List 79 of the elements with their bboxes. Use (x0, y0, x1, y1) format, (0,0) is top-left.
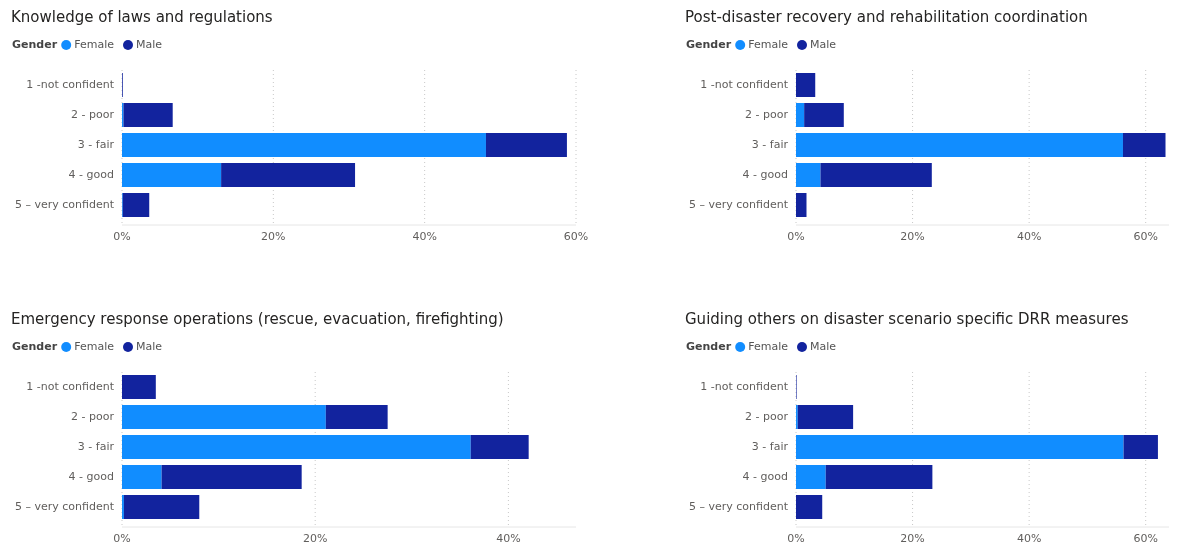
bar (796, 163, 821, 187)
bar (796, 103, 805, 127)
legend-label: Female (748, 340, 789, 353)
x-tick-label: 20% (900, 532, 925, 545)
x-tick-label: 0% (113, 230, 131, 243)
bar (122, 435, 471, 459)
x-tick-label: 60% (1133, 532, 1158, 545)
bar (825, 465, 933, 489)
y-tick-label: 2 - poor (745, 410, 789, 423)
x-tick-label: 40% (1016, 532, 1042, 545)
bar (804, 103, 844, 127)
bar (797, 405, 854, 429)
bar (122, 133, 486, 157)
bar (122, 375, 156, 399)
chart-title: Post-disaster recovery and rehabilitation coordination (685, 8, 1088, 26)
x-tick-label: 0% (113, 532, 131, 545)
y-tick-label: 3 - fair (751, 440, 789, 453)
x-tick-label: 20% (900, 230, 925, 243)
y-tick-label: 1 -not confident (26, 380, 115, 393)
x-tick-label: 20% (302, 532, 328, 545)
y-tick-label: 3 - fair (751, 138, 789, 151)
x-tick-label: 0% (787, 532, 805, 545)
bar (470, 435, 529, 459)
bar (325, 405, 388, 429)
y-tick-label: 2 - poor (745, 108, 789, 121)
chart-title: Knowledge of laws and regulations (11, 8, 273, 26)
bar (123, 495, 200, 519)
bar (122, 193, 150, 217)
bar (122, 465, 162, 489)
legend-title: Gender (686, 340, 732, 353)
x-tick-label: 60% (1133, 230, 1158, 243)
bar (122, 405, 326, 429)
bar (796, 435, 1124, 459)
bar (796, 73, 816, 97)
legend-title: Gender (686, 38, 732, 51)
bar (796, 465, 826, 489)
legend-title: Gender (12, 340, 58, 353)
bar (123, 103, 173, 127)
y-tick-label: 1 -not confident (700, 380, 789, 393)
legend-label: Male (136, 340, 163, 353)
y-tick-label: 1 -not confident (700, 78, 789, 91)
legend-label: Female (74, 340, 115, 353)
y-tick-label: 1 -not confident (26, 78, 115, 91)
bar (122, 163, 222, 187)
legend-title: Gender (12, 38, 58, 51)
bar (796, 133, 1123, 157)
legend-label: Male (810, 340, 837, 353)
y-tick-label: 5 – very confident (688, 500, 789, 513)
legend-label: Male (136, 38, 163, 51)
bar (485, 133, 567, 157)
y-tick-label: 4 - good (742, 168, 788, 181)
y-tick-label: 5 – very confident (688, 198, 789, 211)
y-tick-label: 4 - good (742, 470, 788, 483)
x-tick-label: 0% (787, 230, 805, 243)
legend-label: Male (810, 38, 837, 51)
y-tick-label: 3 - fair (77, 440, 115, 453)
bar (221, 163, 356, 187)
y-tick-label: 4 - good (68, 168, 114, 181)
x-tick-label: 40% (496, 532, 521, 545)
chart-title: Guiding others on disaster scenario specific DRR measures (685, 310, 1129, 328)
bar (796, 193, 807, 217)
x-tick-label: 40% (1016, 230, 1042, 243)
x-tick-label: 60% (563, 230, 589, 243)
x-tick-label: 20% (261, 230, 286, 243)
x-tick-label: 40% (412, 230, 437, 243)
bar (796, 495, 823, 519)
y-tick-label: 5 – very confident (14, 198, 115, 211)
bar (1122, 133, 1166, 157)
legend-label: Female (748, 38, 789, 51)
y-tick-label: 2 - poor (71, 108, 115, 121)
bar (1123, 435, 1158, 459)
y-tick-label: 4 - good (68, 470, 114, 483)
chart-title: Emergency response operations (rescue, evacuation, firefighting) (11, 310, 504, 328)
bar (820, 163, 932, 187)
y-tick-label: 3 - fair (77, 138, 115, 151)
y-tick-label: 2 - poor (71, 410, 115, 423)
legend-label: Female (74, 38, 115, 51)
bar (161, 465, 302, 489)
y-tick-label: 5 – very confident (14, 500, 115, 513)
